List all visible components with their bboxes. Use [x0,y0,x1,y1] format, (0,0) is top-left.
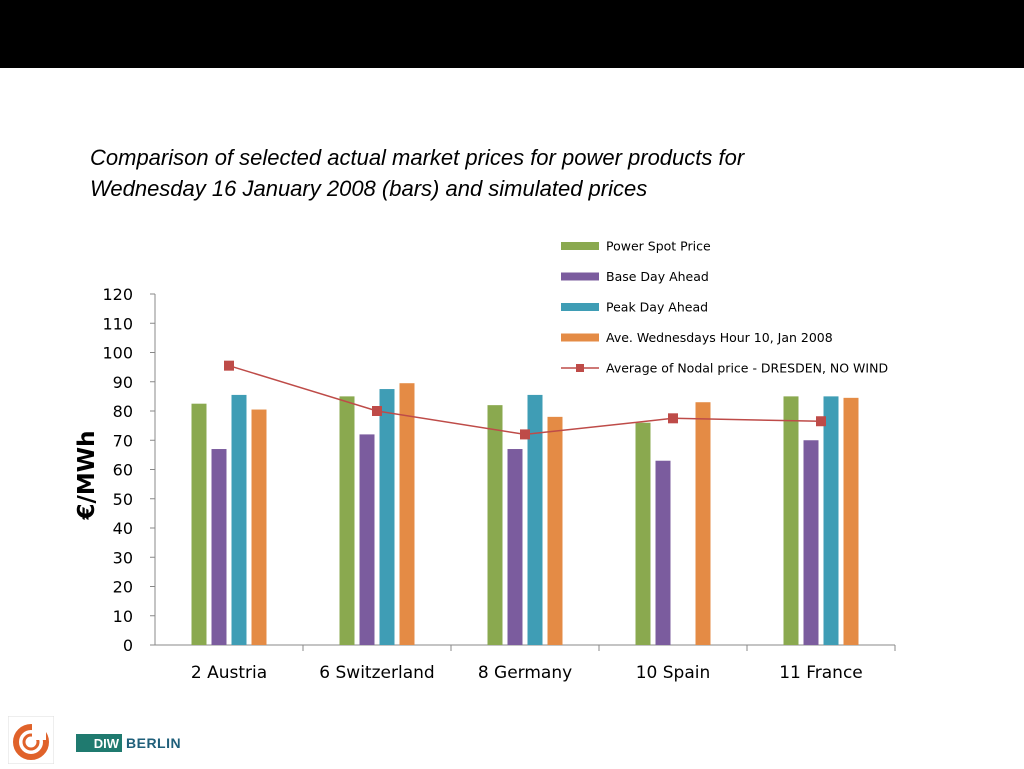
legend-label: Power Spot Price [606,239,711,254]
y-tick-label: 80 [113,402,133,421]
legend-label: Base Day Ahead [606,269,709,284]
legend-label: Average of Nodal price - DRESDEN, NO WIN… [606,361,888,376]
bar [231,394,247,645]
x-category-label: 8 Germany [478,663,572,683]
slide-title-line-1: Comparison of selected actual market pri… [90,145,745,170]
y-tick-label: 70 [113,431,133,450]
bar [487,405,503,645]
bar [211,449,227,645]
line-point-marker [372,406,382,416]
bar [251,409,267,645]
y-tick-label: 10 [113,607,133,626]
bar [399,383,415,645]
y-tick-label: 40 [113,519,133,538]
y-tick-label: 0 [123,636,133,655]
y-tick-label: 20 [113,578,133,597]
legend-label: Ave. Wednesdays Hour 10, Jan 2008 [606,330,833,345]
bar [527,394,543,645]
bar [379,389,395,645]
legend-swatch [561,272,599,281]
y-tick-label: 100 [102,344,133,363]
y-axis-label: €/MWh [74,430,100,520]
bar [695,402,711,645]
top-bar [0,0,1024,68]
y-tick-label: 120 [102,285,133,304]
y-tick-label: 30 [113,548,133,567]
slide-title-line-2: Wednesday 16 January 2008 (bars) and sim… [90,176,648,201]
legend-swatch [561,303,599,311]
y-tick-label: 60 [113,461,133,480]
bar [783,396,799,645]
line-point-marker [816,416,826,427]
legend-swatch [561,333,599,342]
bar [339,396,355,645]
y-tick-label: 110 [102,314,133,333]
diw-berlin-logo: DIW BERLIN [76,733,181,753]
line-point-marker [224,360,234,371]
x-category-label: 2 Austria [191,663,267,683]
x-category-label: 6 Switzerland [319,663,434,683]
series-line [228,364,822,436]
y-tick-label: 50 [113,490,133,509]
bar [191,403,207,645]
line-point-marker [668,413,678,424]
x-category-label: 10 Spain [636,663,711,683]
bar [803,440,819,645]
bar [547,416,563,645]
diw-text: BERLIN [126,735,182,751]
legend-label: Peak Day Ahead [606,300,708,315]
bar [823,396,839,645]
bar [655,460,671,645]
x-category-label: 11 France [779,663,863,683]
y-tick-label: 90 [113,373,133,392]
bar [507,449,523,645]
diw-mark: DIW [76,734,122,752]
slide-title: Comparison of selected actual market pri… [90,142,910,204]
legend-swatch [561,242,599,250]
legend-swatch-marker [576,364,584,372]
bar [359,434,375,645]
bar [635,422,651,645]
line-point-marker [520,429,530,440]
ring-logo-icon [7,715,55,765]
bar [843,397,859,645]
